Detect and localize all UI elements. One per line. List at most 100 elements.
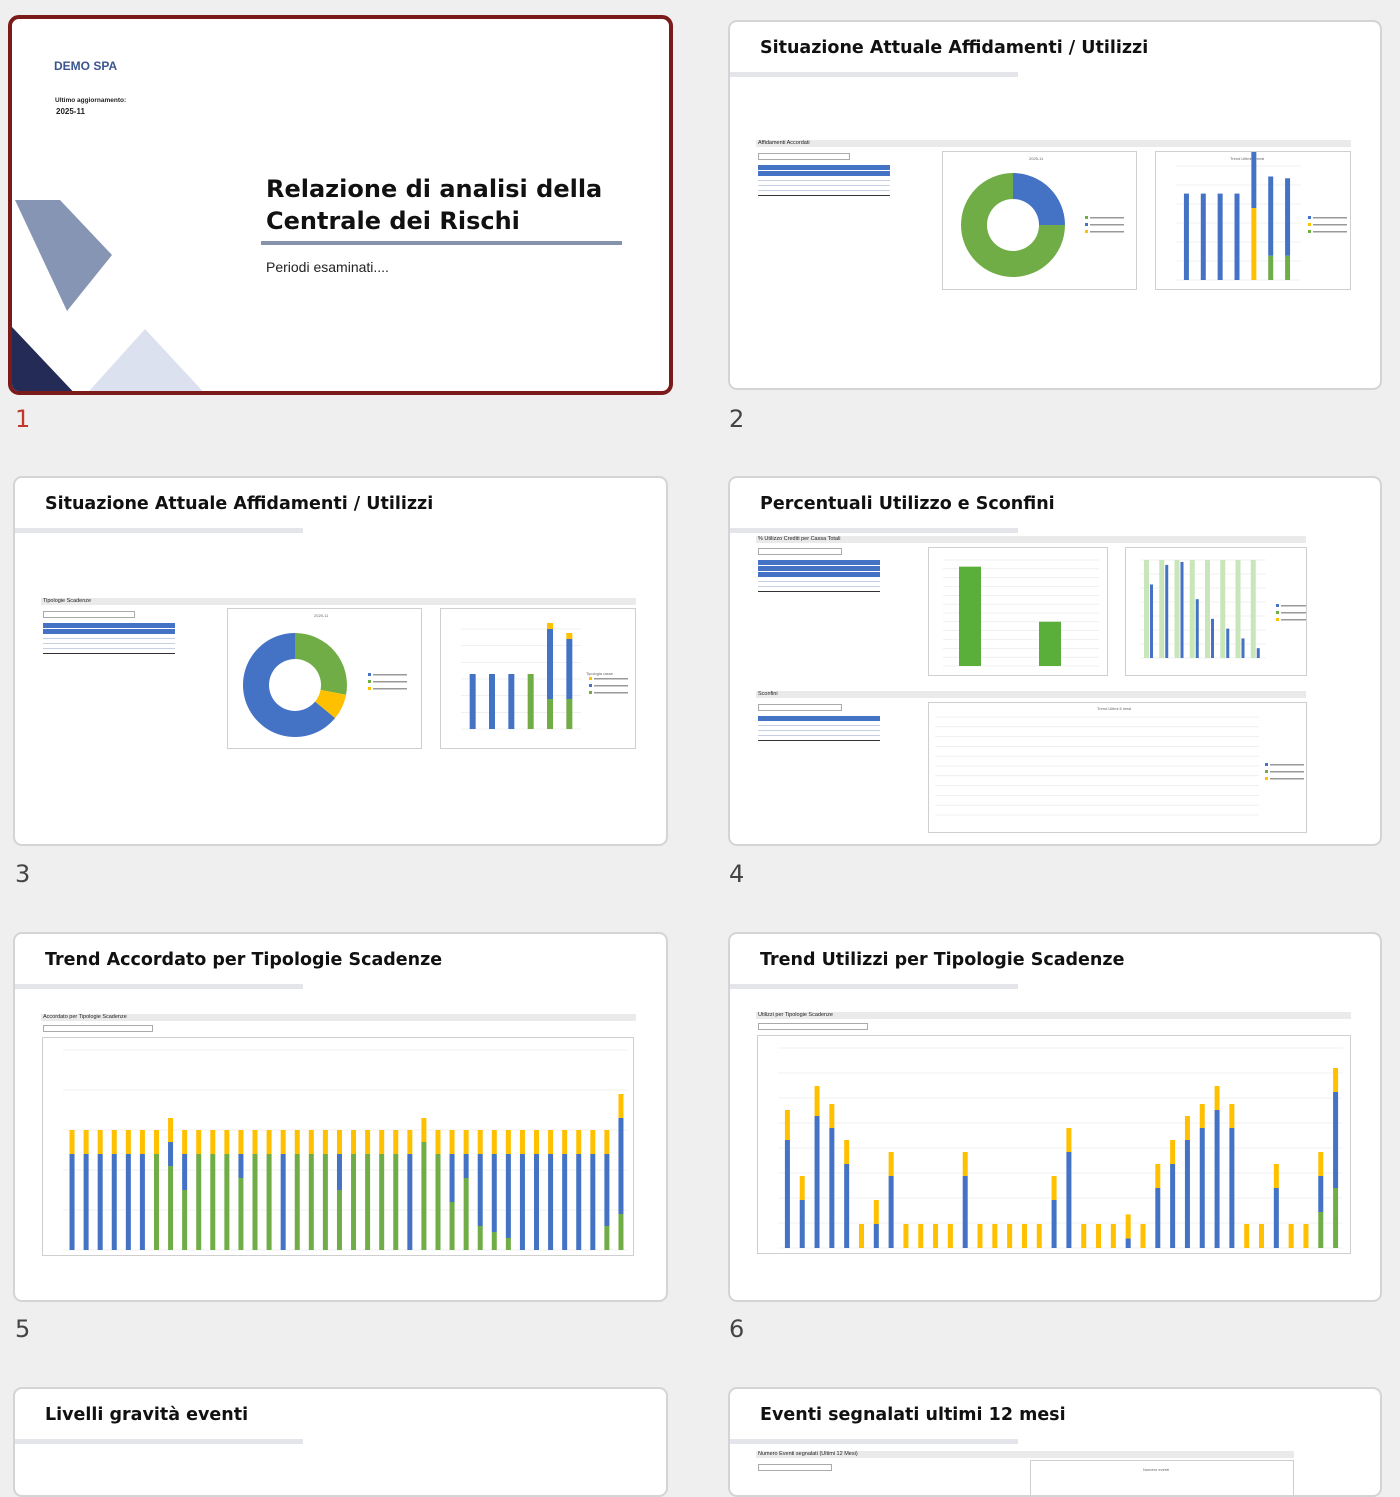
- bar-blue: [139, 1154, 145, 1250]
- legend-text: [1281, 612, 1306, 614]
- slide-thumbnail-4[interactable]: Percentuali Utilizzo e Sconfini % Utiliz…: [728, 476, 1382, 846]
- bar-yellow: [153, 1130, 159, 1154]
- sheet-header-bar: [756, 536, 1306, 543]
- slide-thumbnail-3[interactable]: Situazione Attuale Affidamenti / Utilizz…: [13, 476, 668, 846]
- bar-blue: [1199, 1128, 1205, 1248]
- bar-green: [463, 1178, 469, 1250]
- bar-blue: [1195, 599, 1199, 658]
- bar-blue: [1268, 176, 1274, 256]
- bar-blue: [1234, 193, 1240, 280]
- pivot-filter[interactable]: [758, 1023, 868, 1030]
- bar-yellow: [844, 1140, 850, 1164]
- bar-yellow: [1081, 1224, 1087, 1248]
- bar-green: [505, 1238, 511, 1250]
- legend-swatch: [1308, 216, 1311, 219]
- bar-yellow: [1184, 1116, 1190, 1140]
- legend-text: [594, 678, 628, 680]
- bar-yellow: [125, 1130, 131, 1154]
- bar-green: [351, 1154, 357, 1250]
- bar-green: [252, 1154, 258, 1250]
- sheet-header-bar: [756, 1012, 1351, 1019]
- bar-green: [153, 1154, 159, 1250]
- bar-green: [435, 1154, 441, 1250]
- sheet-header-bar: [41, 1014, 636, 1021]
- bar-yellow: [962, 1152, 968, 1176]
- slide-thumbnail-6[interactable]: Trend Utilizzi per Tipologie Scadenze Ut…: [728, 932, 1382, 1302]
- slide-thumbnail-5[interactable]: Trend Accordato per Tipologie Scadenze A…: [13, 932, 668, 1302]
- slide-thumbnail-1[interactable]: DEMO SPA Ultimo aggiornamento: 2025-11 R…: [8, 15, 673, 395]
- bar-blue: [1170, 1164, 1176, 1248]
- bar-blue: [604, 1154, 610, 1226]
- bar-yellow: [1036, 1224, 1042, 1248]
- bar-blue: [111, 1154, 117, 1250]
- sheet-label: Numero Eventi segnalati (Ultimi 12 Mesi): [758, 1451, 858, 1457]
- legend-text: [1090, 217, 1124, 219]
- update-value: 2025-11: [56, 107, 85, 116]
- bar-yellow: [252, 1130, 258, 1154]
- bar-green: [449, 1202, 455, 1250]
- sheet-header-bar: [756, 140, 1351, 147]
- bar-yellow: [224, 1130, 230, 1154]
- sheet-label: % Utilizzo Crediti per Cassa Totali: [758, 536, 841, 542]
- legend-swatch: [368, 673, 371, 676]
- bar-yellow: [1259, 1224, 1265, 1248]
- bar-yellow: [858, 1224, 864, 1248]
- pivot-filter[interactable]: [43, 611, 135, 618]
- bar-light-green: [1205, 560, 1210, 658]
- bar-blue: [336, 1154, 342, 1190]
- donut-slice-blue: [243, 633, 336, 737]
- legend-swatch: [1308, 223, 1311, 226]
- bar-green: [308, 1154, 314, 1250]
- bar-yellow: [449, 1130, 455, 1154]
- sheet-header-bar: [41, 598, 636, 605]
- bar-green: [477, 1226, 483, 1250]
- bar-green: [1039, 621, 1061, 666]
- bar-blue: [508, 674, 515, 729]
- bar-blue: [125, 1154, 131, 1250]
- title-underline: [730, 984, 1018, 989]
- bar-blue: [463, 1154, 469, 1178]
- slide-title: Situazione Attuale Affidamenti / Utilizz…: [45, 494, 434, 514]
- bar-green: [365, 1154, 371, 1250]
- slide-title: Eventi segnalati ultimi 12 mesi: [760, 1405, 1066, 1425]
- bar-yellow: [548, 1130, 554, 1154]
- bar-blue: [83, 1154, 89, 1250]
- bar-green: [547, 699, 553, 729]
- donut-slice-green: [961, 173, 1065, 277]
- title-underline: [15, 984, 303, 989]
- bar-blue: [1214, 1110, 1220, 1248]
- slide-thumbnail-8[interactable]: Eventi segnalati ultimi 12 mesi Numero E…: [728, 1387, 1382, 1497]
- bar-green: [393, 1154, 399, 1250]
- bar-blue: [1183, 193, 1189, 280]
- bar-blue: [1217, 193, 1223, 280]
- bar-yellow: [534, 1130, 540, 1154]
- trend-line-chart: Trend Ultimi 6 mesi: [928, 702, 1307, 833]
- bar-yellow: [210, 1130, 216, 1154]
- legend-swatch: [1265, 770, 1268, 773]
- bar-yellow: [168, 1118, 174, 1142]
- legend-text: [1270, 764, 1304, 766]
- pivot-filter[interactable]: [43, 1025, 153, 1032]
- bar-light-green: [1220, 560, 1226, 658]
- bar-blue: [1241, 638, 1245, 658]
- pivot-filter[interactable]: [758, 1464, 832, 1471]
- legend-swatch: [1265, 777, 1268, 780]
- bar-yellow: [618, 1094, 624, 1118]
- pivot-filter-2[interactable]: [758, 704, 842, 711]
- bar-green: [566, 699, 573, 729]
- slide-title: Livelli gravità eventi: [45, 1405, 249, 1425]
- bar-blue: [97, 1154, 103, 1250]
- bar-yellow: [799, 1176, 805, 1200]
- bar-yellow: [308, 1130, 314, 1154]
- pivot-filter[interactable]: [758, 548, 842, 555]
- bar-green: [491, 1232, 497, 1250]
- bar-blue: [1226, 628, 1230, 658]
- pivot-filter[interactable]: [758, 153, 850, 160]
- bar-light-green: [1189, 560, 1195, 658]
- bar-blue: [962, 1176, 968, 1248]
- bar-blue: [1256, 648, 1260, 658]
- slide-thumbnail-2[interactable]: Situazione Attuale Affidamenti / Utilizz…: [728, 20, 1382, 390]
- slide-thumbnail-7[interactable]: Livelli gravità eventi: [13, 1387, 668, 1497]
- bar-green: [294, 1154, 300, 1250]
- bar-blue: [576, 1154, 582, 1250]
